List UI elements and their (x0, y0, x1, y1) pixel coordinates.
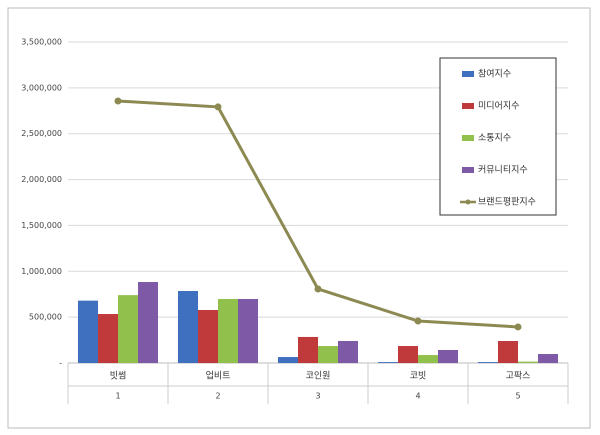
y-tick-label: 1,000,000 (21, 267, 62, 276)
legend-swatch (462, 135, 474, 141)
bar (198, 309, 218, 363)
y-tick-label: 500,000 (29, 313, 62, 322)
x-tick-number: 1 (115, 392, 120, 401)
bar (118, 295, 138, 363)
x-tick-label: 코인원 (306, 371, 331, 382)
bar (518, 361, 538, 363)
bar (338, 340, 358, 363)
x-tick-number: 4 (415, 392, 420, 401)
bar (378, 362, 398, 363)
y-tick-label: 2,000,000 (21, 175, 62, 184)
legend-label: 소통지수 (478, 133, 511, 144)
bar (218, 298, 238, 363)
bar (78, 300, 98, 363)
legend-label: 커뮤니티지수 (478, 165, 528, 176)
bar (398, 346, 418, 363)
legend-box (439, 57, 557, 216)
y-tick-label: 1,500,000 (21, 221, 62, 230)
bar (138, 282, 158, 363)
line-marker (114, 97, 122, 105)
bar (98, 314, 118, 363)
bar (498, 340, 518, 363)
bar (318, 346, 338, 363)
legend-label: 미디어지수 (478, 101, 519, 112)
line-marker (214, 103, 222, 111)
x-tick-number: 2 (215, 392, 220, 401)
bar (478, 362, 498, 363)
line-marker (514, 323, 522, 331)
x-tick-number: 3 (315, 392, 320, 401)
line-marker (414, 317, 422, 325)
x-tick-label: 빗썸 (110, 371, 127, 382)
bar (178, 291, 198, 363)
legend-swatch (462, 167, 474, 173)
y-tick-label: 2,500,000 (21, 129, 62, 138)
bar (438, 349, 458, 363)
legend-swatch (462, 71, 474, 77)
y-tick-label: - (59, 359, 62, 368)
bar (298, 336, 318, 363)
bar (538, 354, 558, 363)
legend-swatch-marker (465, 199, 471, 205)
legend-label: 브랜드평판지수 (478, 197, 536, 208)
x-tick-label: 고팍스 (506, 371, 531, 382)
bar (278, 357, 298, 363)
x-tick-number: 5 (515, 392, 520, 401)
legend-label: 참여지수 (478, 68, 511, 80)
y-tick-label: 3,000,000 (21, 83, 62, 92)
legend-swatch (462, 103, 474, 109)
y-tick-label: 3,500,000 (21, 38, 62, 47)
x-tick-label: 업비트 (206, 371, 231, 382)
bar (238, 298, 258, 363)
x-tick-label: 코빗 (410, 371, 427, 382)
line-marker (314, 285, 322, 293)
bar (418, 355, 438, 363)
